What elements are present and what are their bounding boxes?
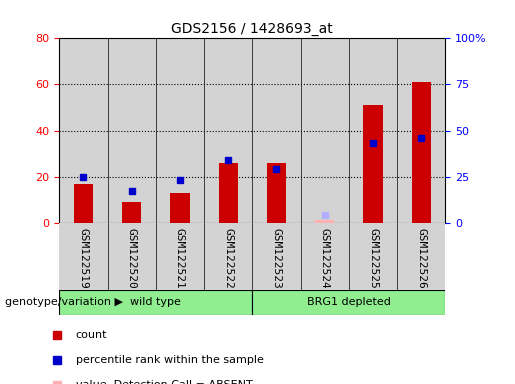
FancyBboxPatch shape [301, 223, 349, 290]
Text: GSM122526: GSM122526 [416, 228, 426, 289]
FancyBboxPatch shape [204, 223, 252, 290]
Bar [74, 184, 93, 223]
FancyBboxPatch shape [59, 290, 252, 315]
Bar [156, 38, 204, 223]
FancyBboxPatch shape [349, 223, 397, 290]
Bar [267, 163, 286, 223]
Text: GSM122520: GSM122520 [127, 228, 136, 289]
Bar [122, 202, 141, 223]
Bar [59, 38, 108, 223]
Bar [170, 193, 190, 223]
Bar [218, 163, 238, 223]
FancyBboxPatch shape [108, 223, 156, 290]
Text: GSM122522: GSM122522 [223, 228, 233, 289]
Bar [252, 38, 301, 223]
Text: value, Detection Call = ABSENT: value, Detection Call = ABSENT [76, 380, 252, 384]
Text: GSM122519: GSM122519 [78, 228, 89, 289]
Text: wild type: wild type [130, 297, 181, 308]
Text: genotype/variation ▶: genotype/variation ▶ [5, 297, 123, 308]
Text: count: count [76, 330, 107, 340]
Bar [364, 105, 383, 223]
FancyBboxPatch shape [252, 223, 301, 290]
Text: percentile rank within the sample: percentile rank within the sample [76, 355, 264, 365]
FancyBboxPatch shape [156, 223, 204, 290]
Bar [411, 82, 431, 223]
Text: GSM122523: GSM122523 [271, 228, 282, 289]
Text: GSM122525: GSM122525 [368, 228, 378, 289]
FancyBboxPatch shape [397, 223, 445, 290]
Bar [349, 38, 397, 223]
FancyBboxPatch shape [59, 223, 108, 290]
FancyBboxPatch shape [252, 290, 445, 315]
Bar [301, 38, 349, 223]
Text: GSM122521: GSM122521 [175, 228, 185, 289]
Bar [204, 38, 252, 223]
Bar [315, 220, 334, 223]
Title: GDS2156 / 1428693_at: GDS2156 / 1428693_at [171, 22, 333, 36]
Bar [397, 38, 445, 223]
Text: BRG1 depleted: BRG1 depleted [307, 297, 391, 308]
Text: GSM122524: GSM122524 [320, 228, 330, 289]
Bar [108, 38, 156, 223]
